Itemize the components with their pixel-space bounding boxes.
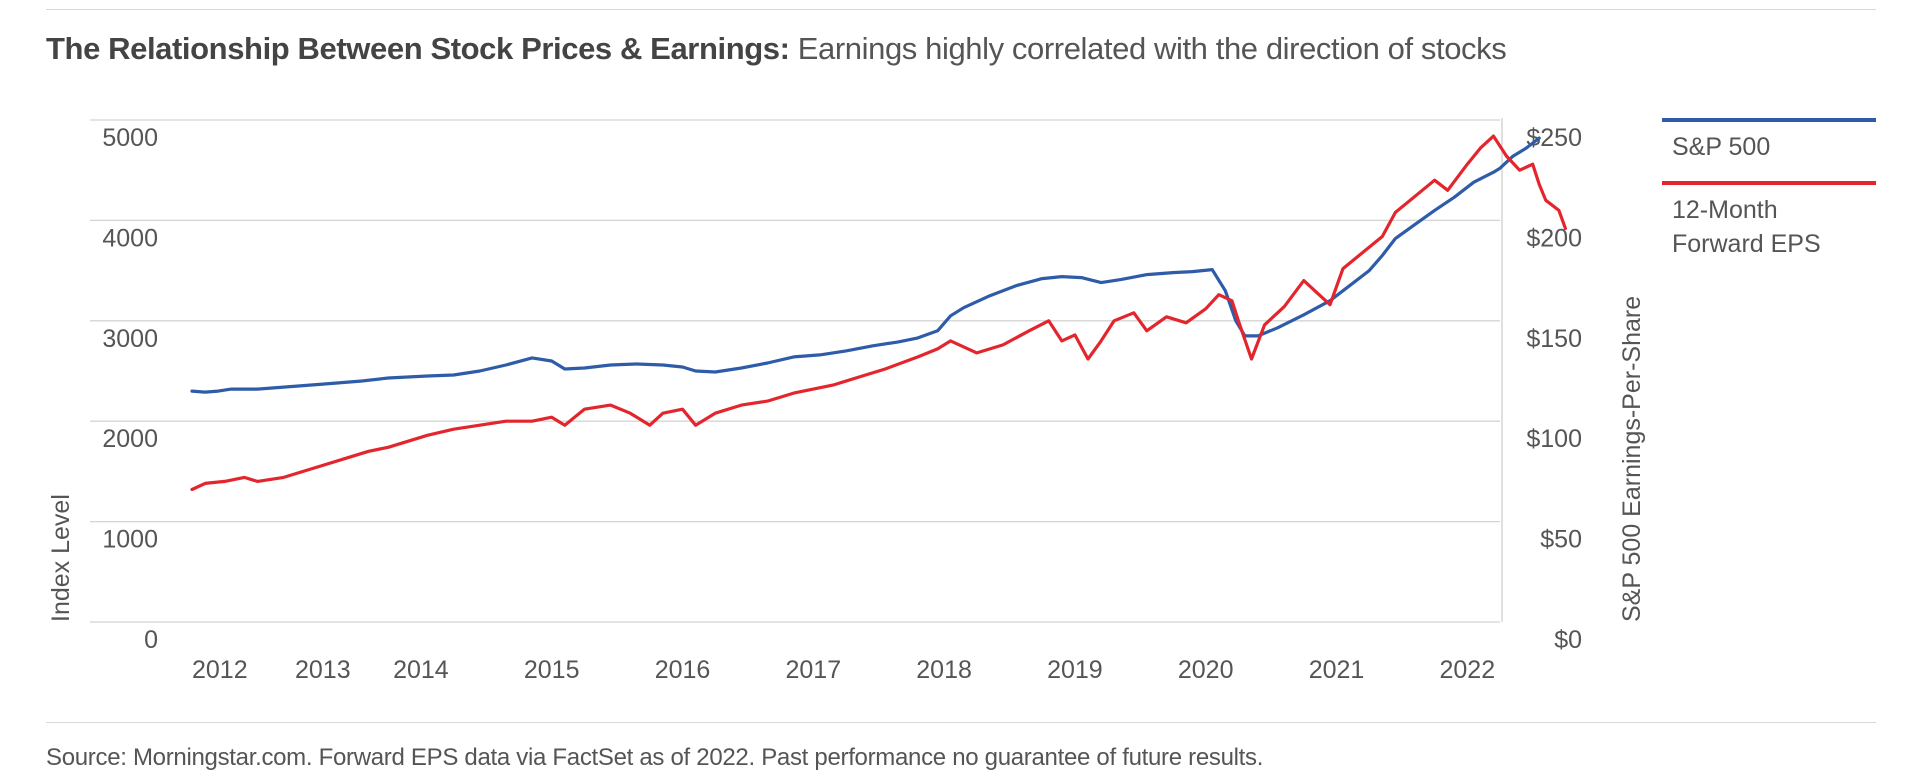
y2-tick-label: $250 <box>1526 124 1582 152</box>
legend-item-forward-eps: 12-Month Forward EPS <box>1662 181 1876 261</box>
source-note: Source: Morningstar.com. Forward EPS dat… <box>46 744 1264 771</box>
y2-axis-title: S&P 500 Earnings-Per-Share <box>1618 296 1646 622</box>
y-tick-label: 5000 <box>102 124 158 152</box>
x-tick-label: 2020 <box>1178 656 1234 684</box>
series-line-sp500 <box>190 136 1541 394</box>
legend-swatch-forward-eps <box>1662 181 1876 185</box>
legend-label-forward-eps: 12-Month Forward EPS <box>1672 196 1821 258</box>
series-line-forward-eps <box>190 134 1567 492</box>
chart-series <box>190 134 1567 492</box>
x-tick-label: 2013 <box>295 656 351 684</box>
bottom-divider <box>46 722 1876 723</box>
y-tick-label: 2000 <box>102 425 158 453</box>
legend-swatch-sp500 <box>1662 118 1876 122</box>
x-tick-label: 2012 <box>192 656 248 684</box>
x-axis-ticks: 2012 2013 2014 2015 2016 2017 2018 2019 2020 2021… <box>192 656 1495 684</box>
legend-label-sp500: S&P 500 <box>1672 133 1771 161</box>
line-chart: 5000 4000 3000 2000 1000 0 $250 $200 $150 $100 $5… <box>47 118 1646 684</box>
y2-tick-label: $200 <box>1526 224 1582 252</box>
x-tick-label: 2021 <box>1309 656 1365 684</box>
x-tick-label: 2022 <box>1439 656 1495 684</box>
y-tick-label: 0 <box>144 626 158 654</box>
right-axis-ticks: $250 $200 $150 $100 $50 $0 <box>1526 124 1582 654</box>
grid-lines <box>90 118 1503 623</box>
y-tick-label: 4000 <box>102 224 158 252</box>
x-tick-label: 2017 <box>785 656 841 684</box>
y2-tick-label: $0 <box>1554 626 1582 654</box>
legend-item-sp500: S&P 500 <box>1662 118 1876 164</box>
chart-title-subtitle: Earnings highly correlated with the dire… <box>789 31 1507 66</box>
x-tick-label: 2018 <box>916 656 972 684</box>
y-axis-title: Index Level <box>47 494 75 622</box>
y-tick-label: 3000 <box>102 325 158 353</box>
y-tick-label: 1000 <box>102 526 158 554</box>
x-tick-label: 2019 <box>1047 656 1103 684</box>
y2-tick-label: $100 <box>1526 425 1582 453</box>
chart-title-bold: The Relationship Between Stock Prices & … <box>46 31 790 66</box>
top-divider <box>46 9 1876 10</box>
chart-title: The Relationship Between Stock Prices & … <box>46 31 1507 67</box>
y2-tick-label: $150 <box>1526 325 1582 353</box>
y2-tick-label: $50 <box>1540 526 1582 554</box>
x-tick-label: 2015 <box>524 656 580 684</box>
x-tick-label: 2014 <box>393 656 449 684</box>
x-tick-label: 2016 <box>655 656 711 684</box>
left-axis-ticks: 5000 4000 3000 2000 1000 0 <box>102 124 158 654</box>
